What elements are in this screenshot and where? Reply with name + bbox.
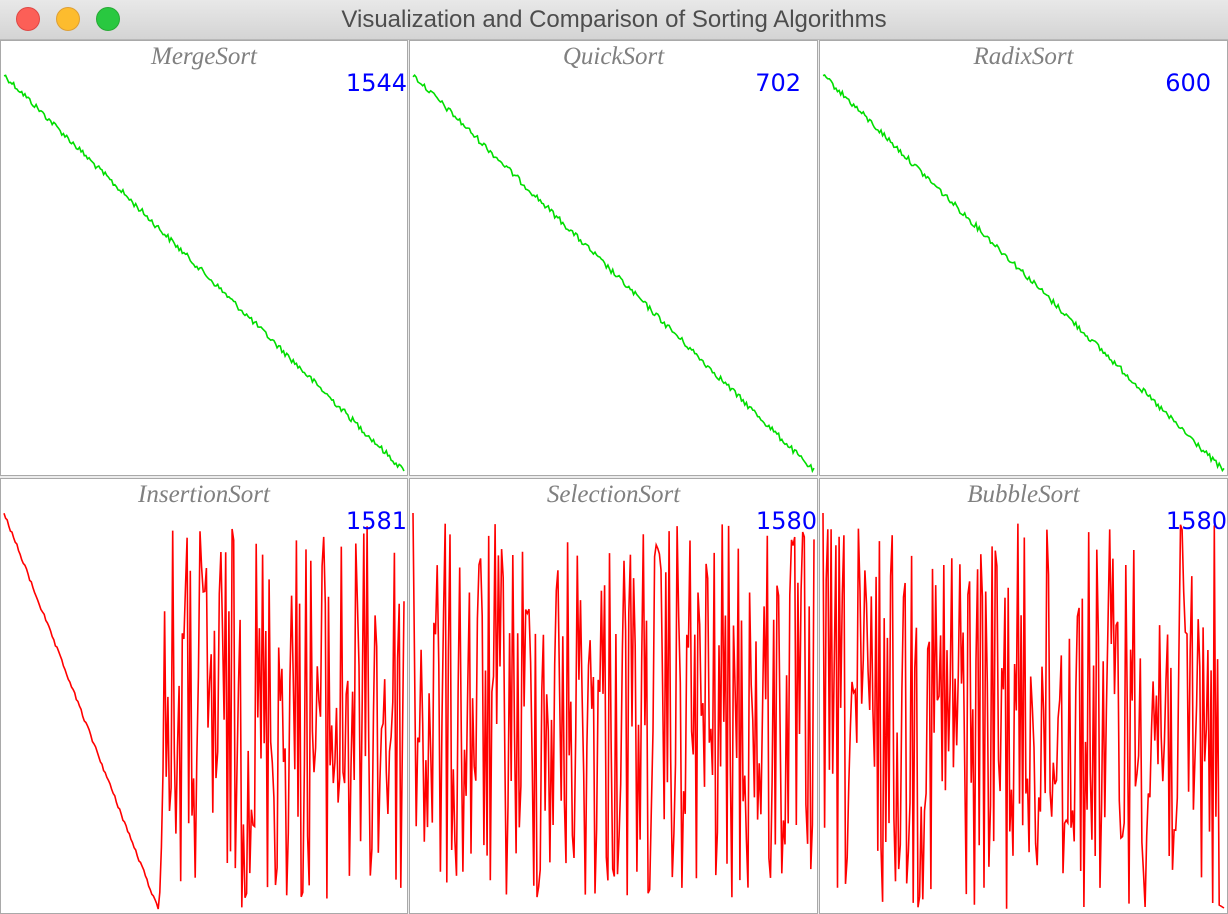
array-trace-line bbox=[3, 513, 405, 910]
panel-title-mergesort: MergeSort bbox=[151, 43, 257, 70]
panel-radixsort: RadixSort 600 bbox=[819, 40, 1228, 476]
panel-title-insertionsort: InsertionSort bbox=[138, 481, 270, 508]
array-trace-line bbox=[3, 74, 405, 472]
close-window-button[interactable] bbox=[16, 7, 40, 31]
zoom-window-button[interactable] bbox=[96, 7, 120, 31]
algorithm-grid: MergeSort 1544 QuickSort 702 RadixSort 6… bbox=[0, 40, 1228, 914]
comparison-count-radixsort: 600 bbox=[1165, 69, 1211, 97]
minimize-window-button[interactable] bbox=[56, 7, 80, 31]
panel-selectionsort: SelectionSort 1580 bbox=[409, 478, 818, 914]
radixsort-plot bbox=[822, 74, 1225, 473]
comparison-count-selectionsort: 1580 bbox=[755, 507, 817, 535]
selectionsort-plot bbox=[412, 512, 815, 898]
panel-mergesort: MergeSort 1544 bbox=[0, 40, 408, 476]
panel-title-quicksort: QuickSort bbox=[562, 43, 665, 70]
panel-title-radixsort: RadixSort bbox=[973, 43, 1074, 70]
bubblesort-plot bbox=[822, 512, 1225, 909]
comparison-count-bubblesort: 1580 bbox=[1165, 507, 1227, 535]
comparison-count-mergesort: 1544 bbox=[345, 69, 407, 97]
array-trace-line bbox=[822, 74, 1225, 473]
panel-title-bubblesort: BubbleSort bbox=[967, 481, 1080, 508]
panel-insertionsort: InsertionSort 1581 bbox=[0, 478, 408, 914]
window-title: Visualization and Comparison of Sorting … bbox=[341, 6, 887, 33]
comparison-count-quicksort: 702 bbox=[755, 69, 801, 97]
panel-bubblesort: BubbleSort 1580 bbox=[819, 478, 1228, 914]
array-trace-line bbox=[412, 74, 815, 474]
title-bar: Visualization and Comparison of Sorting … bbox=[0, 0, 1228, 40]
array-trace-line bbox=[822, 512, 1225, 909]
panel-quicksort: QuickSort 702 bbox=[409, 40, 818, 476]
insertionsort-plot bbox=[3, 513, 405, 910]
panel-title-selectionsort: SelectionSort bbox=[546, 481, 681, 508]
array-trace-line bbox=[412, 512, 815, 898]
comparison-count-insertionsort: 1581 bbox=[345, 507, 407, 535]
mergesort-plot bbox=[3, 74, 405, 472]
quicksort-plot bbox=[412, 74, 815, 474]
